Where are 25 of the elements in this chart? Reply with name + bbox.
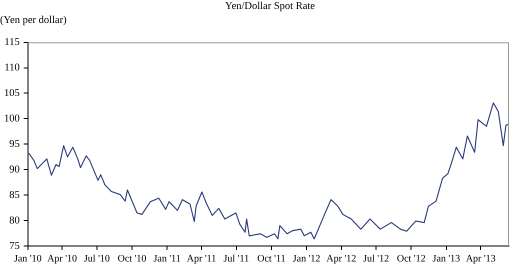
y-tick-label: 105	[4, 88, 20, 99]
x-tick-label: Jan '10	[14, 254, 42, 265]
y-tick-label: 115	[4, 37, 20, 48]
y-tick-label: 75	[9, 240, 20, 252]
x-tick-label: Oct '11	[257, 254, 286, 265]
chart-title: Yen/Dollar Spot Rate	[224, 1, 316, 12]
y-axis-title: (Yen per dollar)	[0, 15, 67, 26]
x-tick-label: Jul '12	[363, 254, 390, 265]
x-tick-label: Oct '12	[396, 254, 426, 265]
x-tick-label: Jan '13	[432, 254, 460, 265]
y-tick-label: 100	[4, 113, 20, 124]
x-tick-label: Apr '12	[326, 254, 356, 265]
x-tick-label: Jul '10	[84, 254, 110, 265]
x-tick-label: Oct '10	[118, 254, 146, 265]
x-tick-label: Apr '13	[466, 254, 496, 265]
x-tick-label: Jan '11	[154, 254, 181, 265]
y-tick-label: 85	[9, 190, 20, 201]
y-tick-label: 90	[9, 164, 20, 176]
y-tick-label: 95	[9, 138, 20, 150]
x-tick-label: Jan '12	[292, 254, 320, 265]
x-tick-label: Apr '10	[47, 254, 78, 265]
x-tick-label: Jul '11	[223, 254, 250, 265]
y-tick-label: 80	[9, 215, 20, 226]
x-tick-label: Apr '11	[186, 254, 216, 265]
y-tick-label: 110	[4, 62, 20, 74]
